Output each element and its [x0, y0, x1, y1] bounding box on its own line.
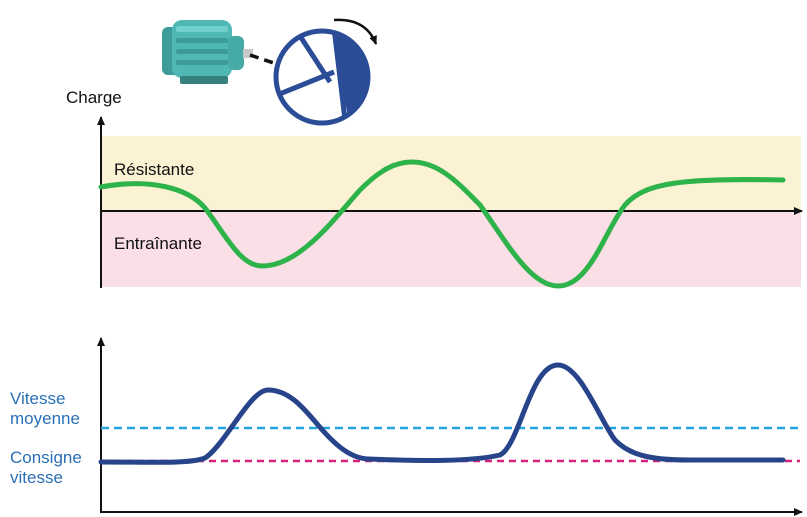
- driving-zone-band: [101, 211, 801, 287]
- resistant-zone-band: [101, 136, 801, 211]
- load-curve: [98, 159, 786, 289]
- driving-zone-label: Entraînante: [114, 234, 202, 253]
- resistant-zone-label: Résistante: [114, 160, 194, 179]
- average-speed-label-line2: moyenne: [10, 409, 80, 428]
- setpoint-label-line1: Consigne: [10, 448, 82, 467]
- electric-motor-icon: [162, 20, 253, 84]
- setpoint-label-line2: vitesse: [10, 468, 63, 487]
- load-axis-label: Charge: [66, 88, 122, 107]
- rotating-disk-icon: [273, 28, 371, 126]
- average-speed-label-line1: Vitesse: [10, 389, 65, 408]
- speed-curve: [98, 362, 786, 465]
- rotation-arrow-icon: [333, 18, 378, 45]
